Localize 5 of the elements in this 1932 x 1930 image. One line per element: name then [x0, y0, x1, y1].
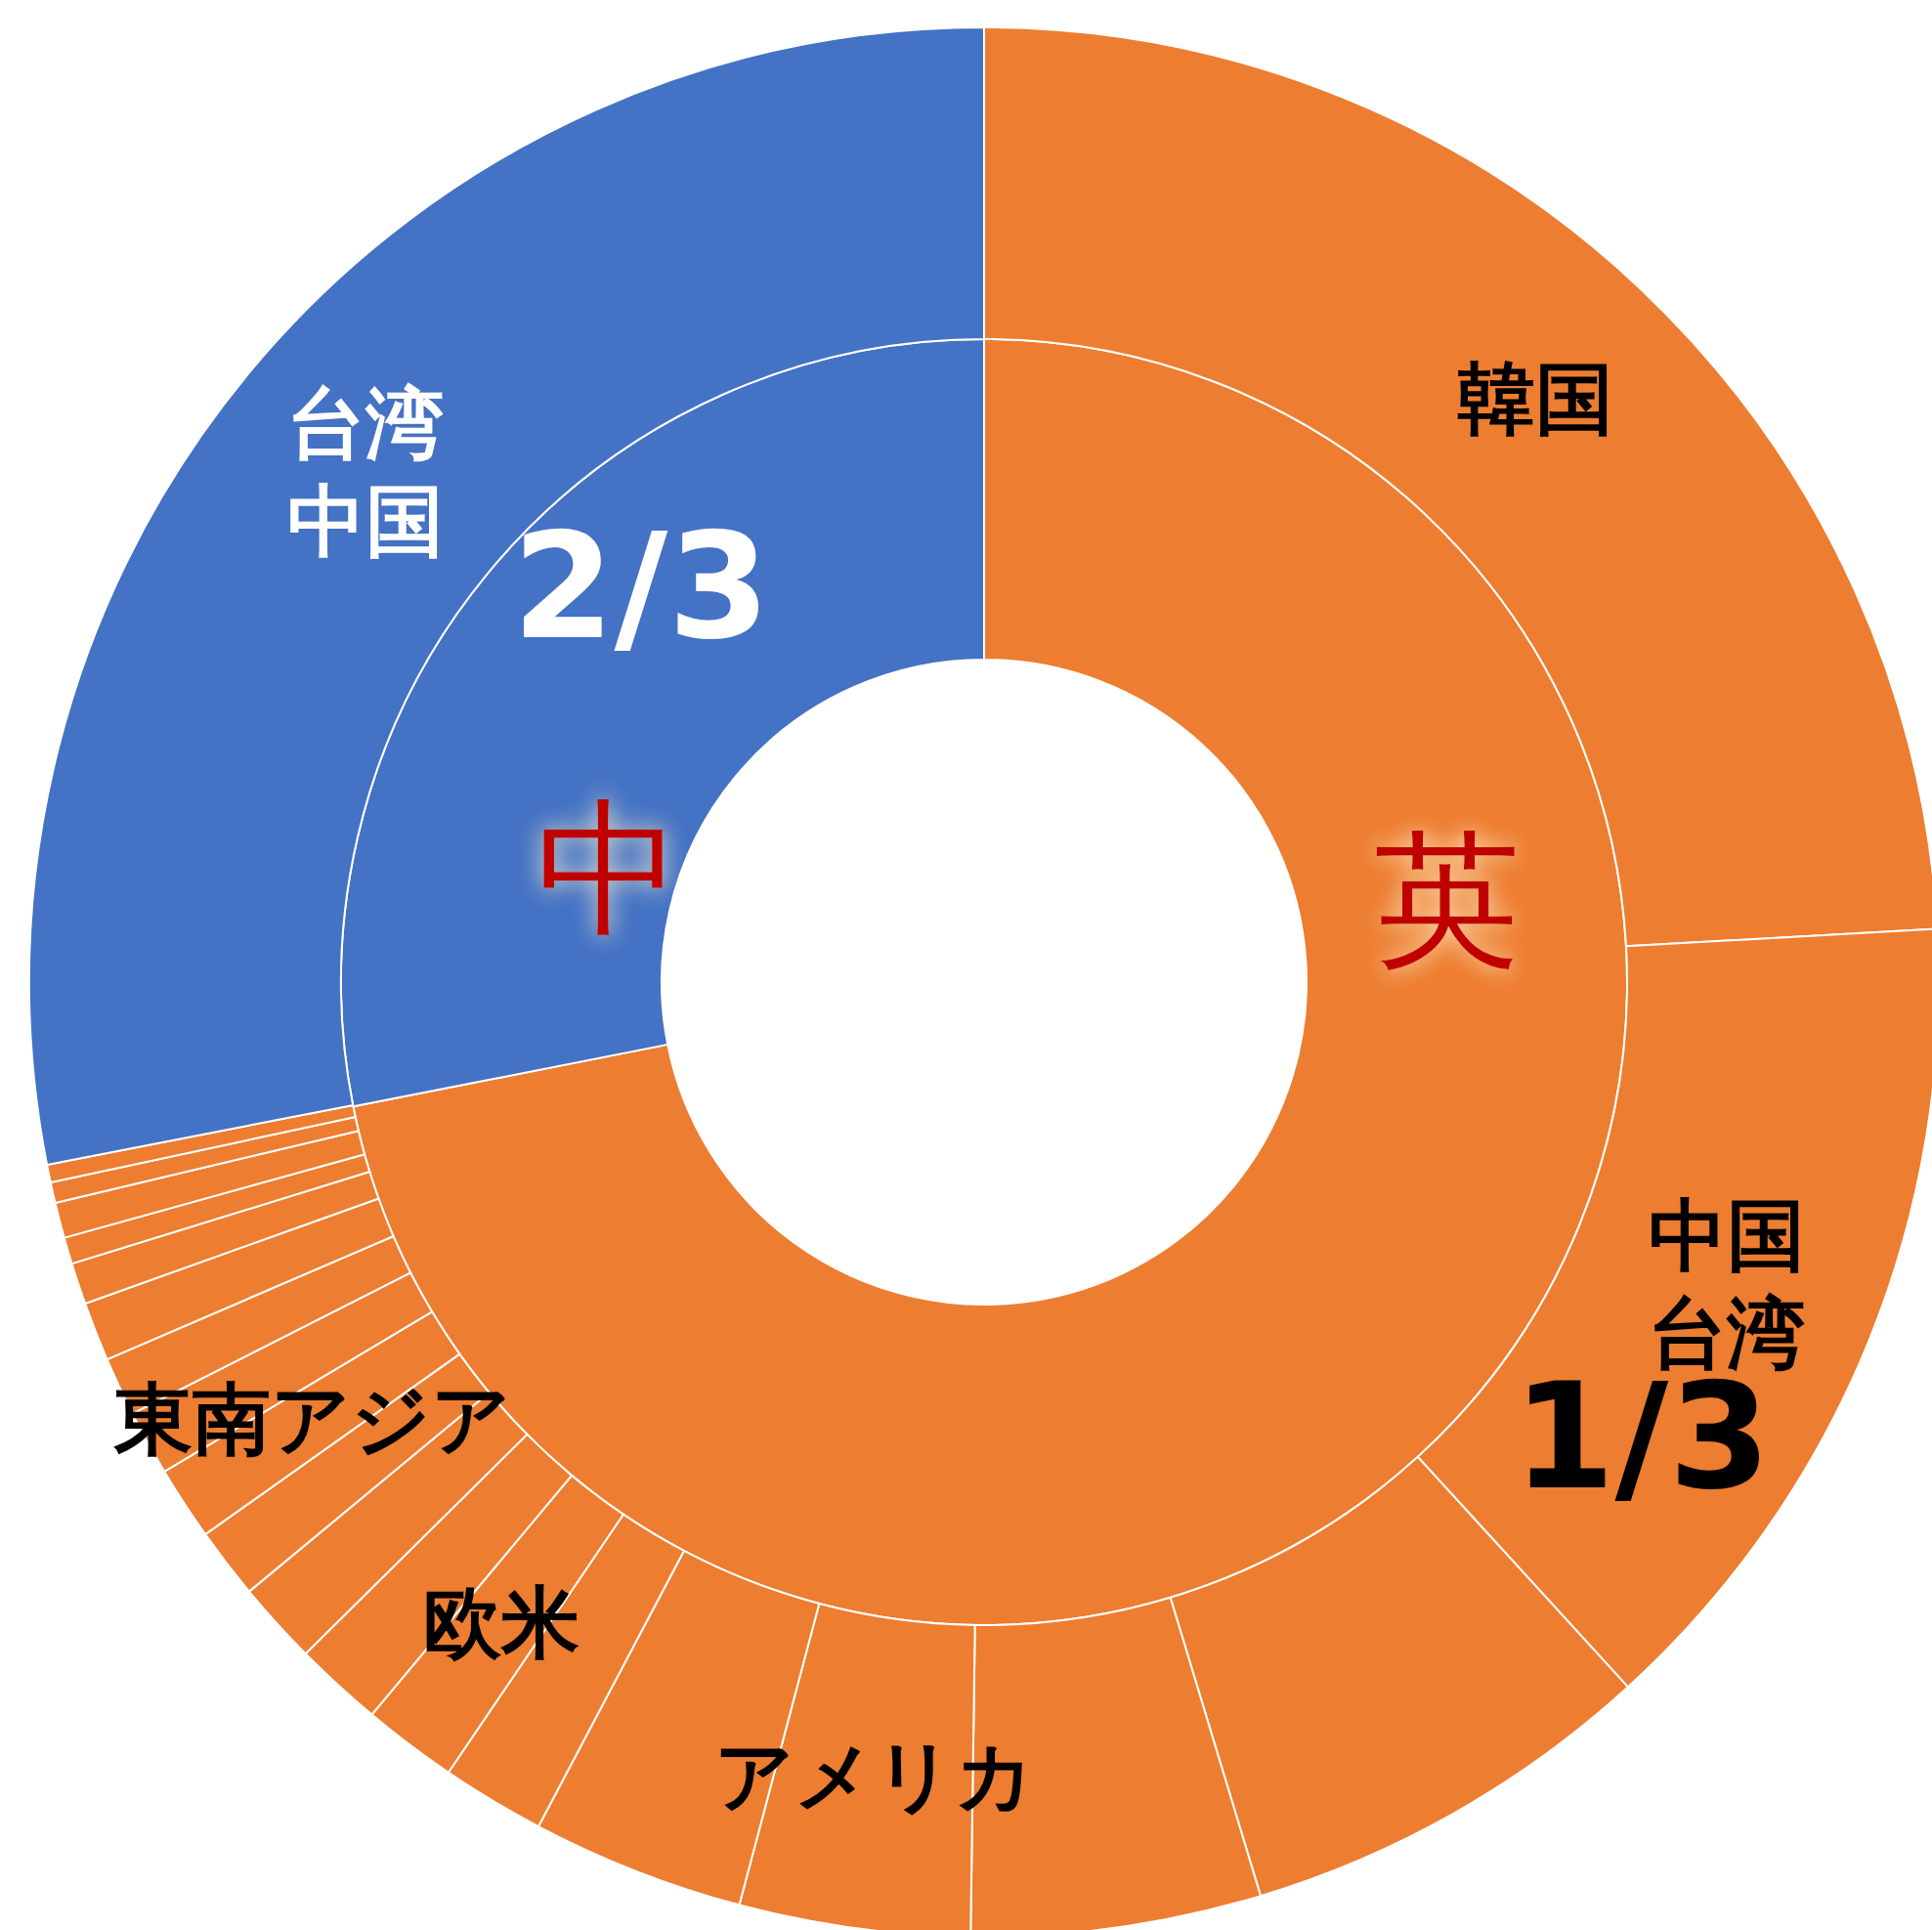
slice-label: 韓国: [1456, 354, 1613, 446]
slice-label: 中: [536, 784, 683, 955]
text: 2/3: [512, 501, 770, 671]
slice-label: 英: [1373, 814, 1521, 985]
slice-label: 台湾中国: [286, 377, 444, 567]
